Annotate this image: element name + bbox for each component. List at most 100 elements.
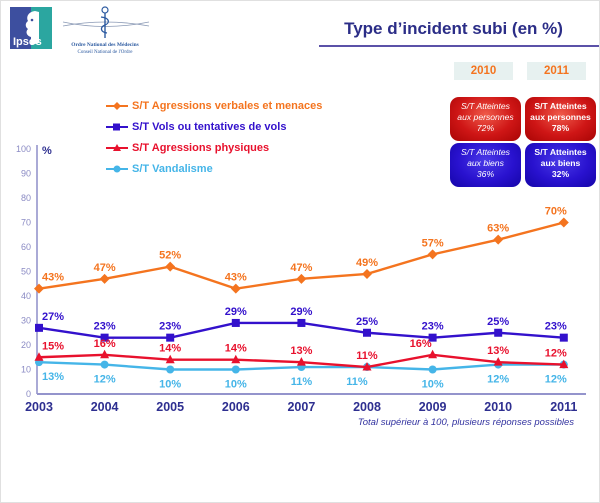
svg-text:2009: 2009 [419,400,447,414]
ipsos-face-silhouette [25,11,39,45]
onm-name-line2: Conseil National de l'Ordre [78,50,134,55]
svg-text:13%: 13% [42,371,64,383]
ipsos-face-eye [30,18,34,22]
svg-text:40: 40 [21,291,31,301]
summary-box-value: 72% [476,123,495,134]
svg-text:47%: 47% [94,262,116,274]
svg-text:70: 70 [21,218,31,228]
year-tab-2011: 2011 [527,62,586,80]
svg-text:12%: 12% [545,348,567,360]
summary-box-atteintes-biens-2010: S/T Atteintes aux biens 36% [450,143,521,187]
svg-text:14%: 14% [225,343,247,355]
svg-text:23%: 23% [94,321,116,333]
legend-item-vandalisme: S/T Vandalisme [106,158,322,179]
svg-text:60: 60 [21,242,31,252]
svg-text:12%: 12% [545,374,567,386]
svg-text:2010: 2010 [484,400,512,414]
svg-text:43%: 43% [225,272,247,284]
svg-text:100: 100 [16,144,31,154]
legend-item-agressions-verbales: S/T Agressions verbales et menaces [106,95,322,116]
svg-text:2003: 2003 [25,400,53,414]
legend-marker-diamond-icon [106,101,128,110]
svg-text:15%: 15% [42,340,64,352]
svg-text:11%: 11% [356,350,378,362]
onm-name-line1: Ordre National des Médecins [71,42,138,48]
svg-text:90: 90 [21,169,31,179]
svg-text:12%: 12% [487,374,509,386]
summary-box-line2: aux biens [540,158,581,169]
svg-text:11%: 11% [291,376,313,388]
svg-text:47%: 47% [290,262,312,274]
svg-text:2011: 2011 [550,400,577,414]
svg-text:%: % [42,145,52,157]
summary-box-atteintes-personnes-2010: S/T Atteintes aux personnes 72% [450,97,521,141]
summary-box-line1: S/T Atteintes [534,101,587,111]
legend-label: S/T Agressions physiques [132,141,270,154]
legend-marker-triangle-icon [106,143,128,151]
svg-text:10%: 10% [422,379,444,391]
svg-text:43%: 43% [42,272,64,284]
summary-box-atteintes-biens-2011: S/T Atteintes aux biens 32% [525,143,596,187]
svg-text:25%: 25% [487,316,509,328]
summary-box-value: 36% [476,169,495,180]
svg-text:63%: 63% [487,223,509,235]
chart-legend: S/T Agressions verbales et menaces S/T V… [106,95,322,179]
ipsos-wordmark: Ipsos [13,36,42,48]
svg-text:2006: 2006 [222,400,250,414]
summary-box-atteintes-personnes-2011: S/T Atteintes aux personnes 78% [525,97,596,141]
svg-text:23%: 23% [422,321,444,333]
svg-text:16%: 16% [410,338,432,350]
caduceus-snake [100,16,109,34]
svg-text:2007: 2007 [287,400,315,414]
page-title: Type d’incident subi (en %) [344,19,563,38]
svg-text:13%: 13% [487,345,509,357]
svg-text:10: 10 [21,365,31,375]
svg-text:57%: 57% [422,237,444,249]
svg-text:23%: 23% [159,321,181,333]
caduceus-loop [101,6,109,14]
svg-text:13%: 13% [290,345,312,357]
summary-box-line2: aux biens [467,158,504,169]
svg-text:25%: 25% [356,316,378,328]
svg-text:29%: 29% [225,306,247,318]
svg-text:52%: 52% [159,250,181,262]
svg-text:80: 80 [21,193,31,203]
summary-box-line2: aux personnes [457,112,514,123]
legend-marker-circle-icon [106,165,128,172]
svg-text:50: 50 [21,267,31,277]
summary-box-value: 78% [551,123,570,134]
onm-logo: Ordre National des Médecins Conseil Nati… [62,6,150,55]
svg-text:0: 0 [26,389,31,399]
svg-text:23%: 23% [545,321,567,333]
svg-text:27%: 27% [42,311,64,323]
svg-text:2008: 2008 [353,400,381,414]
legend-marker-square-icon [106,123,128,130]
svg-text:11%: 11% [346,376,368,388]
svg-text:30: 30 [21,316,31,326]
legend-item-vols: S/T Vols ou tentatives de vols [106,116,322,137]
summary-box-line1: S/T Atteintes [534,147,587,157]
summary-box-line2: aux personnes [530,112,591,123]
svg-text:16%: 16% [94,338,116,350]
legend-item-agressions-physiques: S/T Agressions physiques [106,137,322,158]
year-tab-2010: 2010 [454,62,513,80]
svg-text:10%: 10% [159,379,181,391]
ipsos-logo: Ipsos [10,7,52,49]
svg-text:29%: 29% [290,306,312,318]
title-underline [319,45,599,47]
svg-text:20: 20 [21,340,31,350]
svg-text:2004: 2004 [91,400,119,414]
ipsos-logo-left [10,7,31,49]
legend-label: S/T Vandalisme [132,162,213,175]
summary-box-line1: S/T Atteintes [461,101,510,111]
footnote: Total supérieur à 100, plusieurs réponse… [357,417,574,428]
summary-box-value: 32% [551,169,570,180]
summary-box-line1: S/T Atteintes [461,147,510,157]
line-chart: 0 10 20 30 40 50 60 70 80 90 100 % 2003 2004 2005 2006 2… [16,144,586,414]
legend-label: S/T Vols ou tentatives de vols [132,120,287,133]
svg-text:2005: 2005 [156,400,184,414]
svg-text:14%: 14% [159,343,181,355]
svg-text:70%: 70% [545,206,567,218]
legend-label: S/T Agressions verbales et menaces [132,99,323,112]
